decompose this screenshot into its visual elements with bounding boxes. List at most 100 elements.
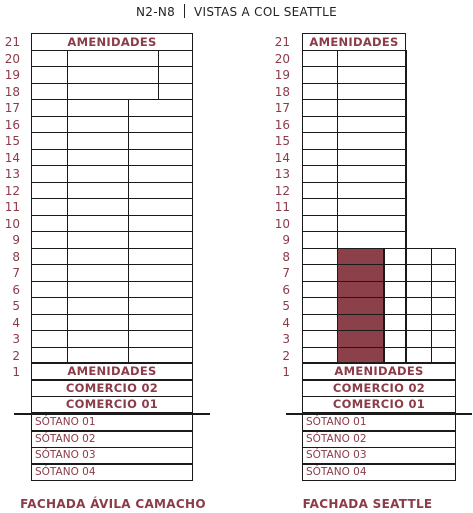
level-number: 17 [4,101,20,115]
level-number: 12 [4,183,20,198]
level-number: 2 [282,348,290,363]
amenidades-ground-label: AMENIDADES [67,364,157,378]
floor-line [31,198,193,199]
floor-line [31,313,193,315]
unit-divider [128,99,129,363]
level-number: 11 [4,200,20,214]
comercio-02-label: COMERCIO 02 [65,380,159,395]
level-number: 8 [12,249,20,264]
floor-line [31,214,193,216]
level-number: 20 [4,51,20,66]
level-number: 4 [12,315,20,330]
basement-label: SÓTANO 02 [35,432,96,445]
level-number: 5 [12,299,20,313]
level-number: 14 [4,150,20,165]
amenidades-top-label: AMENIDADES [309,35,399,49]
floor-line [302,198,406,199]
floor-line [302,49,406,51]
level-number: 19 [274,68,290,82]
unit-divider [431,247,432,363]
level-number: 15 [274,134,290,148]
comercio-01-label: COMERCIO 01 [332,397,426,411]
level-number: 14 [274,150,290,165]
floor-line [302,313,455,315]
level-number: 7 [282,266,290,280]
comercio-01-box [31,396,193,413]
floor-line [302,132,406,133]
diagram-title: N2-N8 VISTAS A COL SEATTLE [0,4,473,20]
level-number: 4 [282,315,290,330]
floor-line [302,214,406,216]
floor-line [31,181,193,183]
basement-label: SÓTANO 02 [306,432,367,445]
floor-line [31,264,193,265]
floor-line [31,231,193,232]
unit-divider [406,49,407,248]
comercio-01-label: COMERCIO 01 [65,397,159,411]
floor-line [302,231,406,232]
floor-line [31,66,193,67]
floor-line [31,346,193,348]
floor-line [302,264,455,265]
floor-line [31,132,193,133]
floor-line [302,82,406,84]
level-number: 16 [274,117,290,132]
floor-line [31,247,193,249]
level-number: 1 [282,365,290,379]
level-number: 9 [12,233,20,247]
basement-label: SÓTANO 04 [306,465,367,478]
floor-line [31,330,193,331]
level-number: 18 [4,84,20,99]
basement-box [302,463,456,481]
level-number: 12 [274,183,290,198]
floor-line [302,346,455,348]
floor-line [31,280,193,282]
level-number: 13 [274,167,290,181]
floor-line [302,165,406,166]
level-number: 18 [274,84,290,99]
level-number: 6 [282,282,290,297]
floor-line [302,99,406,100]
floor-line [31,82,193,84]
floor-line [31,165,193,166]
floor-line [302,280,455,282]
floor-line [31,297,193,298]
floor-line [302,115,406,117]
unit-divider [337,49,338,363]
unit-divider [67,49,68,363]
level-number: 6 [12,282,20,297]
level-number: 10 [4,216,20,231]
unit-divider [158,49,159,99]
basement-label: SÓTANO 01 [306,416,367,428]
level-number: 5 [282,299,290,313]
comercio-01-box [302,396,456,413]
basement-label: SÓTANO 03 [35,449,96,461]
title-right: VISTAS A COL SEATTLE [194,5,337,19]
floor-line [31,99,193,100]
title-separator [184,4,186,18]
floor-line [302,148,406,150]
floor-line [302,66,406,67]
level-number: 17 [274,101,290,115]
comercio-02-label: COMERCIO 02 [332,380,426,395]
floor-line [302,181,406,183]
level-number: 20 [274,51,290,66]
level-number: 9 [282,233,290,247]
floor-line [302,247,455,249]
floor-line [31,115,193,117]
unit-divider [384,247,385,363]
amenidades-top-label: AMENIDADES [67,35,157,49]
level-number: 21 [4,35,20,49]
level-number: 11 [274,200,290,214]
level-number: 3 [12,332,20,346]
basement-box [31,463,193,481]
level-number: 7 [12,266,20,280]
level-number: 2 [12,348,20,363]
floor-line [302,330,455,331]
facade-label-right: FACHADA SEATTLE [302,497,433,511]
level-number: 1 [12,365,20,379]
level-number: 10 [274,216,290,231]
floor-line [31,148,193,150]
level-number: 8 [282,249,290,264]
facade-label-left: FACHADA ÁVILA CAMACHO [20,497,206,511]
